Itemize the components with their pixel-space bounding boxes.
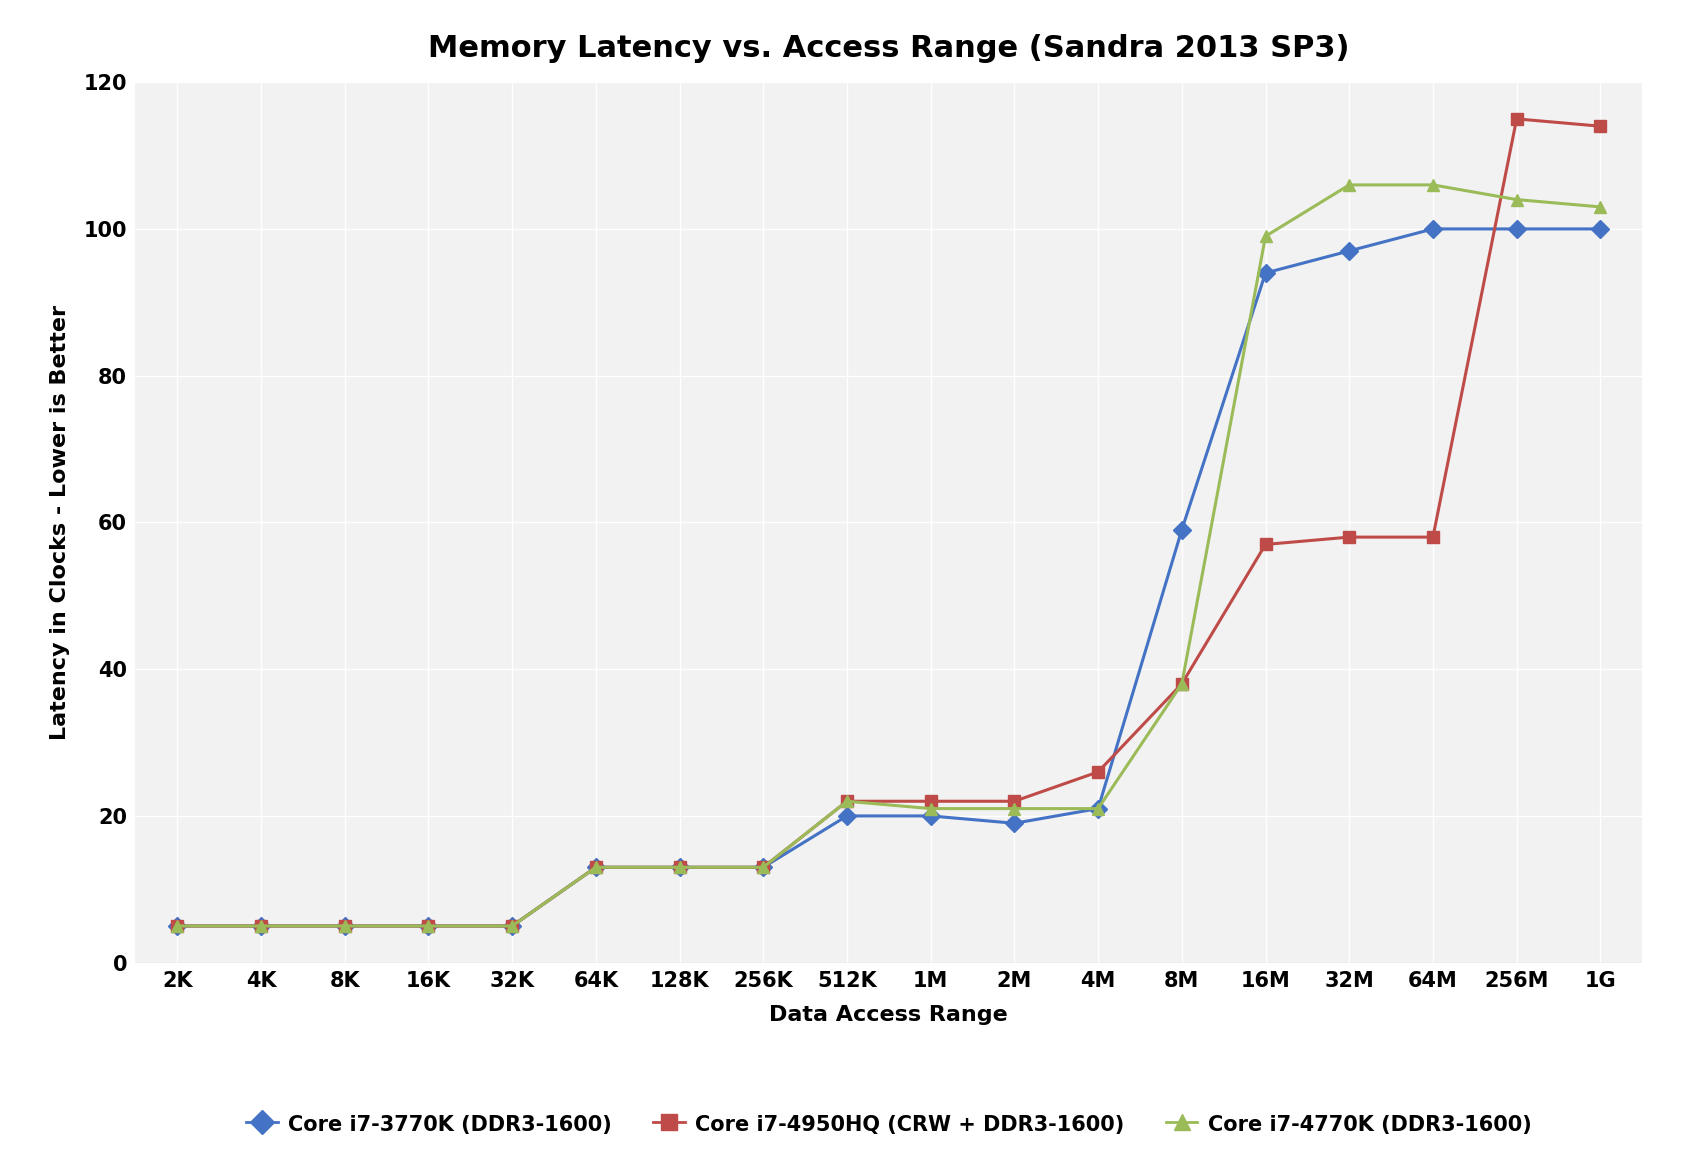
Core i7-4950HQ (CRW + DDR3-1600) <box>1590 119 1610 133</box>
Core i7-4770K (DDR3-1600) <box>168 919 188 933</box>
Core i7-3770K (DDR3-1600) <box>251 919 271 933</box>
Core i7-3770K (DDR3-1600) <box>1590 222 1610 236</box>
Core i7-4770K (DDR3-1600) <box>836 794 857 808</box>
Core i7-4950HQ (CRW + DDR3-1600) <box>1089 765 1109 780</box>
Core i7-4950HQ (CRW + DDR3-1600) <box>168 919 188 933</box>
Core i7-4770K (DDR3-1600) <box>1422 177 1442 191</box>
Core i7-4770K (DDR3-1600) <box>335 919 356 933</box>
Core i7-4770K (DDR3-1600) <box>1004 802 1024 816</box>
Core i7-3770K (DDR3-1600) <box>921 809 941 823</box>
Core i7-3770K (DDR3-1600) <box>1507 222 1527 236</box>
Core i7-4950HQ (CRW + DDR3-1600) <box>921 794 941 808</box>
Legend: Core i7-3770K (DDR3-1600), Core i7-4950HQ (CRW + DDR3-1600), Core i7-4770K (DDR3: Core i7-3770K (DDR3-1600), Core i7-4950H… <box>239 1105 1539 1143</box>
Core i7-3770K (DDR3-1600) <box>1339 244 1359 258</box>
Core i7-4770K (DDR3-1600) <box>669 861 689 875</box>
Core i7-4770K (DDR3-1600) <box>1255 229 1277 243</box>
Core i7-4770K (DDR3-1600) <box>586 861 606 875</box>
Core i7-4770K (DDR3-1600) <box>921 802 941 816</box>
Core i7-3770K (DDR3-1600) <box>1255 265 1277 279</box>
Line: Core i7-4950HQ (CRW + DDR3-1600): Core i7-4950HQ (CRW + DDR3-1600) <box>171 113 1607 932</box>
Y-axis label: Latency in Clocks - Lower is Better: Latency in Clocks - Lower is Better <box>49 305 69 740</box>
Core i7-4950HQ (CRW + DDR3-1600) <box>1004 794 1024 808</box>
Core i7-4770K (DDR3-1600) <box>418 919 438 933</box>
Core i7-4950HQ (CRW + DDR3-1600) <box>753 861 774 875</box>
Core i7-4770K (DDR3-1600) <box>501 919 521 933</box>
Core i7-3770K (DDR3-1600) <box>335 919 356 933</box>
Core i7-4950HQ (CRW + DDR3-1600) <box>501 919 521 933</box>
Core i7-3770K (DDR3-1600) <box>1422 222 1442 236</box>
Core i7-3770K (DDR3-1600) <box>586 861 606 875</box>
Line: Core i7-3770K (DDR3-1600): Core i7-3770K (DDR3-1600) <box>171 223 1607 932</box>
Core i7-4950HQ (CRW + DDR3-1600) <box>836 794 857 808</box>
Core i7-4770K (DDR3-1600) <box>1172 676 1192 690</box>
Core i7-4770K (DDR3-1600) <box>1339 177 1359 191</box>
Core i7-4950HQ (CRW + DDR3-1600) <box>1422 529 1442 544</box>
Core i7-3770K (DDR3-1600) <box>418 919 438 933</box>
Core i7-4770K (DDR3-1600) <box>251 919 271 933</box>
Core i7-3770K (DDR3-1600) <box>168 919 188 933</box>
Core i7-4770K (DDR3-1600) <box>753 861 774 875</box>
Core i7-3770K (DDR3-1600) <box>753 861 774 875</box>
Core i7-3770K (DDR3-1600) <box>1089 802 1109 816</box>
Core i7-4950HQ (CRW + DDR3-1600) <box>669 861 689 875</box>
X-axis label: Data Access Range: Data Access Range <box>769 1005 1009 1025</box>
Core i7-4950HQ (CRW + DDR3-1600) <box>1507 112 1527 126</box>
Core i7-3770K (DDR3-1600) <box>1004 816 1024 830</box>
Title: Memory Latency vs. Access Range (Sandra 2013 SP3): Memory Latency vs. Access Range (Sandra … <box>428 34 1349 63</box>
Line: Core i7-4770K (DDR3-1600): Core i7-4770K (DDR3-1600) <box>171 178 1607 932</box>
Core i7-3770K (DDR3-1600) <box>501 919 521 933</box>
Core i7-4770K (DDR3-1600) <box>1089 802 1109 816</box>
Core i7-3770K (DDR3-1600) <box>836 809 857 823</box>
Core i7-4770K (DDR3-1600) <box>1590 200 1610 214</box>
Core i7-4950HQ (CRW + DDR3-1600) <box>251 919 271 933</box>
Core i7-3770K (DDR3-1600) <box>1172 522 1192 537</box>
Core i7-4950HQ (CRW + DDR3-1600) <box>335 919 356 933</box>
Core i7-3770K (DDR3-1600) <box>669 861 689 875</box>
Core i7-4770K (DDR3-1600) <box>1507 193 1527 207</box>
Core i7-4950HQ (CRW + DDR3-1600) <box>1339 529 1359 544</box>
Core i7-4950HQ (CRW + DDR3-1600) <box>418 919 438 933</box>
Core i7-4950HQ (CRW + DDR3-1600) <box>586 861 606 875</box>
Core i7-4950HQ (CRW + DDR3-1600) <box>1255 538 1277 552</box>
Core i7-4950HQ (CRW + DDR3-1600) <box>1172 676 1192 690</box>
